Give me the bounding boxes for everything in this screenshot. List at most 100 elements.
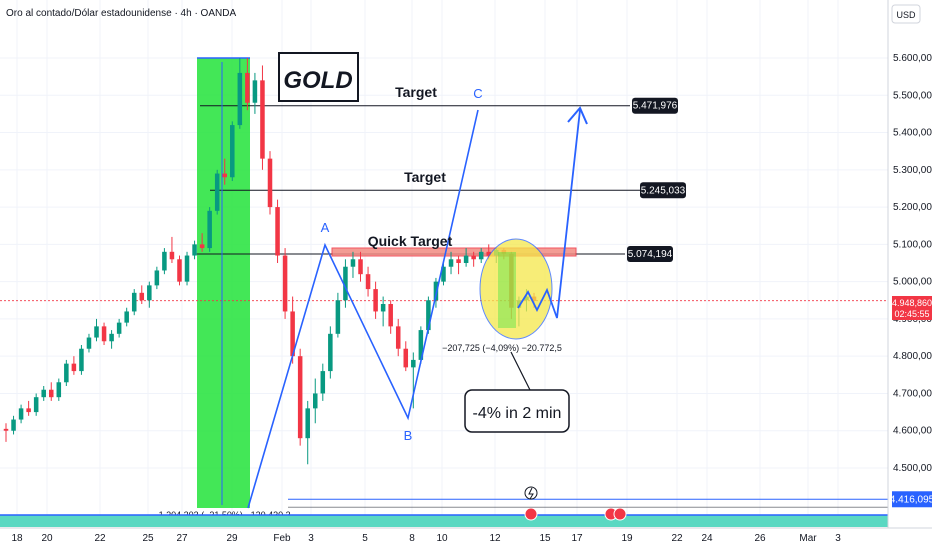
projection-path	[517, 109, 581, 319]
candle-body	[214, 173, 220, 211]
price-tick-label: 4.700,000	[893, 388, 932, 399]
candle-body	[478, 251, 484, 260]
candle-body	[252, 80, 258, 103]
price-tick-label: 5.100,000	[893, 239, 932, 250]
candle-body	[275, 207, 280, 256]
candle-body	[207, 210, 212, 249]
candle-body	[463, 255, 469, 263]
currency-button[interactable]: USD	[891, 4, 921, 24]
price-tick-label: 5.400,000	[893, 128, 932, 139]
candle-body	[290, 311, 295, 357]
time-tick-label: 27	[176, 533, 188, 544]
level-tag-bg-support	[892, 491, 932, 508]
lightning-event-icon[interactable]	[524, 486, 538, 500]
candle-body	[199, 244, 205, 249]
callout: -4% in 2 min	[464, 351, 570, 433]
us-flag-event-icon-3[interactable]	[613, 507, 627, 521]
candle-body	[486, 251, 492, 256]
candle-body	[86, 337, 92, 349]
candle-body	[71, 363, 77, 372]
price-tick-label: 5.300,000	[893, 165, 932, 176]
candle-body	[169, 251, 175, 260]
time-tick-label: 3	[308, 533, 314, 544]
candle-body	[139, 292, 145, 301]
quick-target-zone	[331, 247, 577, 257]
event-markers	[524, 486, 627, 521]
time-tick-label: 24	[701, 533, 713, 544]
price-tick-label: 4.600,000	[893, 426, 932, 437]
candle-body	[260, 80, 265, 159]
candle-body	[418, 330, 424, 360]
price-tick-label: 5.200,000	[893, 202, 932, 213]
time-axis[interactable]: 18 20 22 25 27 29 Feb 3 5 8 10 12 15 17 19 22 24 26 Mar 3	[11, 533, 841, 544]
symbol-title: Oro al contado/Dólar estadounidense · 4h…	[6, 8, 236, 19]
candle-body	[177, 259, 182, 282]
time-tick-label: 29	[226, 533, 238, 544]
candle-body	[101, 326, 107, 342]
level-tag-bg-target-mid	[640, 182, 686, 199]
candle-body	[426, 300, 431, 331]
candle-body	[448, 259, 454, 267]
wave-label-b: B	[404, 428, 413, 443]
candle-body	[320, 371, 326, 394]
candle-body	[335, 300, 341, 334]
quick-target-label: Quick Target	[368, 233, 453, 249]
current-price-value: 4.948,860	[892, 298, 932, 308]
time-tick-label: 20	[41, 533, 53, 544]
candle-body	[282, 255, 288, 312]
target-mid-label: Target	[404, 169, 446, 185]
candle-body	[297, 356, 303, 439]
candle-body	[192, 244, 197, 256]
candle-body	[267, 158, 273, 208]
candle-body	[358, 259, 363, 275]
time-tick-label: 8	[409, 533, 415, 544]
time-tick-label: 26	[754, 533, 766, 544]
candle-body	[3, 428, 9, 431]
projection-arrow-head	[567, 106, 588, 125]
candle-body	[433, 281, 439, 301]
us-flag-event-icon[interactable]	[524, 507, 538, 521]
level-tag-bg-quick-target	[627, 245, 673, 262]
candle-body	[222, 173, 228, 178]
candle-body	[328, 333, 333, 372]
currency-button-frame[interactable]	[891, 4, 921, 24]
candle-body	[312, 393, 318, 409]
candle-body	[109, 333, 114, 342]
candle-body	[456, 259, 461, 263]
candle-body	[403, 348, 409, 368]
current-price-tag: 4.948,860 02:45:55	[892, 296, 932, 320]
drop-measure-box	[498, 252, 516, 328]
drop-highlight-ellipse	[479, 238, 553, 340]
level-tag-bg-target-high	[632, 97, 678, 114]
candle-body	[237, 72, 243, 126]
time-tick-label: 15	[539, 533, 551, 544]
price-tick-label: 5.000,000	[893, 277, 932, 288]
time-tick-label: Mar	[799, 533, 817, 544]
gold-title-frame	[278, 52, 359, 102]
candle-body	[116, 322, 122, 334]
right-measurement-label: −207,725 (−4,09%) −20.772,5	[442, 343, 562, 353]
time-tick-label: Feb	[273, 533, 291, 544]
candle-body	[380, 304, 386, 312]
candle-body	[94, 326, 99, 338]
candle-body	[124, 311, 129, 323]
candle-body	[350, 259, 356, 267]
candle-body	[154, 270, 160, 286]
lightning-glyph	[528, 487, 534, 500]
level-tag-quick-target: 5.074,194	[628, 249, 673, 260]
time-tick-label: 22	[94, 533, 106, 544]
time-tick-label: 17	[571, 533, 583, 544]
time-tick-label: 22	[671, 533, 683, 544]
candle-body	[147, 285, 152, 301]
candle-body	[441, 266, 446, 282]
grid	[0, 0, 888, 515]
candle-body	[162, 251, 167, 271]
abc-wave-path	[247, 109, 479, 509]
candle-body	[373, 289, 378, 312]
wave-label-c: C	[473, 86, 482, 101]
candle-body	[305, 408, 310, 439]
candle-body	[411, 359, 416, 368]
wave-label-a: A	[321, 220, 330, 235]
highlight-zone	[197, 58, 250, 508]
